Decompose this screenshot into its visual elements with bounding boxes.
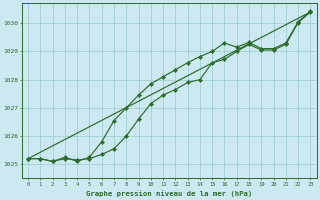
X-axis label: Graphe pression niveau de la mer (hPa): Graphe pression niveau de la mer (hPa) bbox=[86, 190, 252, 197]
